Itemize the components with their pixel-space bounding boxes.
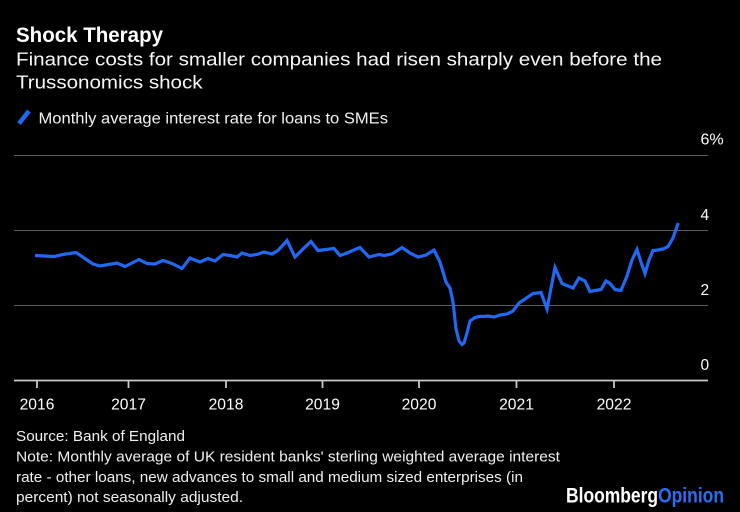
svg-text:2018: 2018 [209, 397, 244, 414]
svg-text:4: 4 [701, 207, 710, 224]
svg-text:Note: Monthly average of UK re: Note: Monthly average of UK resident ban… [16, 450, 560, 466]
svg-text:2019: 2019 [305, 397, 340, 414]
svg-text:rate - other loans, new advanc: rate - other loans, new advances to smal… [16, 470, 523, 486]
svg-text:2016: 2016 [20, 397, 55, 414]
svg-text:Source: Bank of England: Source: Bank of England [16, 429, 185, 445]
svg-text:BloombergOpinion: BloombergOpinion [566, 485, 724, 508]
svg-text:Finance costs for smaller comp: Finance costs for smaller companies had … [16, 49, 662, 70]
svg-text:0: 0 [701, 357, 710, 374]
svg-text:2020: 2020 [402, 397, 437, 414]
svg-text:Shock Therapy: Shock Therapy [16, 23, 163, 47]
svg-text:Monthly average interest rate: Monthly average interest rate for loans … [39, 111, 389, 128]
svg-text:2022: 2022 [597, 397, 632, 414]
svg-text:Trussonomics shock: Trussonomics shock [16, 72, 203, 93]
svg-text:2: 2 [701, 282, 710, 299]
svg-text:2021: 2021 [499, 397, 534, 414]
svg-text:percent) not seasonally adjust: percent) not seasonally adjusted. [16, 490, 243, 506]
svg-text:6%: 6% [701, 132, 724, 149]
svg-text:2017: 2017 [111, 397, 146, 414]
